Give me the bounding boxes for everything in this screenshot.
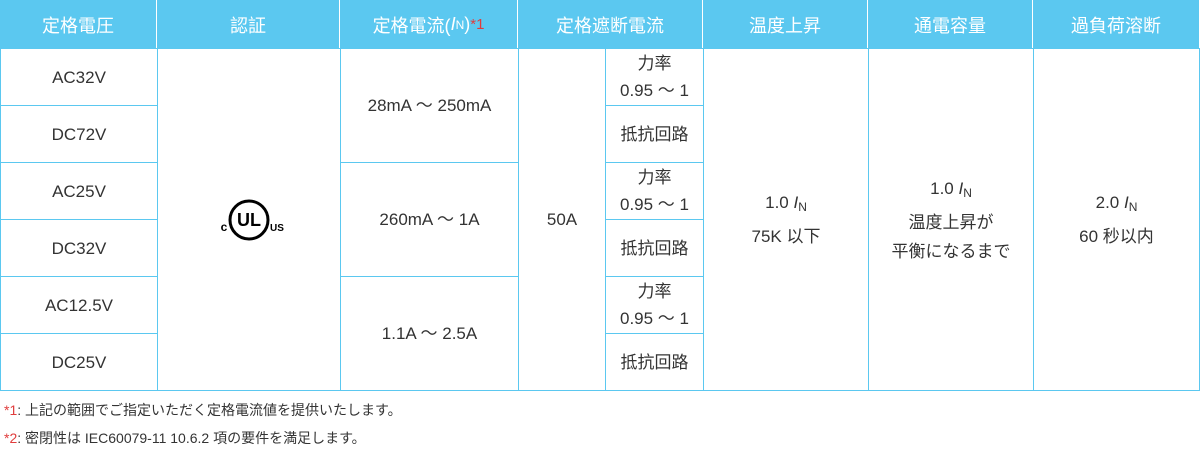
note-mark: *1 [470, 16, 485, 33]
cell: DC32V [0, 219, 158, 277]
cell: AC12.5V [0, 276, 158, 334]
cell: DC72V [0, 105, 158, 163]
cell-line: 0.95 ～ 1 [620, 81, 689, 100]
subscript: N [1128, 200, 1138, 214]
cell-line: 60 秒以内 [1079, 227, 1154, 246]
header-cell: 定格電圧 [0, 0, 157, 49]
cell-line: 0.95 ～ 1 [620, 195, 689, 214]
header-cell: 過負荷溶断 [1033, 0, 1200, 49]
cell-line: 力率 [637, 282, 672, 301]
cell: 2.0 IN 60 秒以内 [1033, 48, 1200, 391]
cell: 抵抗回路 [605, 333, 704, 391]
cell-line: 抵抗回路 [620, 352, 689, 372]
ul-logo: UL c US [221, 199, 284, 240]
header-text: 定格電流( [372, 15, 451, 36]
cell-line: 温度上昇が [908, 212, 994, 232]
cell: 28mA ～ 250mA [340, 48, 519, 163]
cell-line: 抵抗回路 [620, 238, 689, 258]
subscript: N [963, 185, 972, 200]
cell: AC32V [0, 48, 158, 106]
symbol: I [958, 178, 964, 198]
value: 1.0 [930, 178, 954, 198]
cert-cell: UL c US [157, 48, 341, 391]
cell: 抵抗回路 [605, 105, 704, 163]
value: 2.0 [1095, 193, 1120, 212]
cell-line: 平衡になるまで [891, 241, 1011, 261]
cell-line: 1.0 IN [765, 188, 807, 222]
cell-line: 75K 以下 [751, 227, 821, 246]
cell: 1.1A ～ 2.5A [340, 276, 519, 391]
header-cell: 定格電流(I N) *1 [340, 0, 518, 49]
symbol: I [450, 14, 456, 34]
cell-line: 力率 [637, 54, 672, 73]
symbol: I [793, 193, 799, 212]
footnote-text: : 上記の範囲でご指定いただく定格電流値を提供いたします。 [17, 402, 402, 418]
header-cell: 温度上昇 [703, 0, 868, 49]
cell-line: 抵抗回路 [620, 124, 689, 144]
footnote-text: : 密閉性は IEC60079-11 10.6.2 項の要件を満足します。 [17, 430, 366, 446]
header-cell: 定格遮断電流 [518, 0, 703, 49]
cell-line: 力率 [637, 168, 672, 187]
cell: 260mA ～ 1A [340, 162, 519, 277]
cell: 1.0 IN 75K 以下 [703, 48, 869, 391]
cell: 力率 0.95 ～ 1 [605, 48, 704, 106]
header-text: ) [464, 14, 471, 34]
logo-text: US [270, 223, 284, 234]
logo-ring [228, 199, 270, 240]
header-cell: 認証 [157, 0, 340, 49]
cell: DC25V [0, 333, 158, 391]
cell: 50A [518, 48, 606, 391]
footnote: *2: 密閉性は IEC60079-11 10.6.2 項の要件を満足します。 [4, 428, 366, 448]
logo-text: UL [237, 210, 261, 230]
value: 1.0 [765, 193, 789, 212]
cell: 1.0 IN 温度上昇が平衡になるまで [868, 48, 1034, 391]
subscript: N [455, 17, 465, 32]
cell: AC25V [0, 162, 158, 220]
note-mark: *1 [4, 402, 18, 418]
subscript: N [798, 200, 807, 214]
footnote: *1: 上記の範囲でご指定いただく定格電流値を提供いたします。 [4, 400, 402, 420]
note-mark: *2 [4, 430, 18, 446]
cell-line: 0.95 ～ 1 [620, 309, 689, 328]
cell: 力率 0.95 ～ 1 [605, 276, 704, 334]
symbol: I [1123, 193, 1129, 212]
cell: 抵抗回路 [605, 219, 704, 277]
cell: 力率 0.95 ～ 1 [605, 162, 704, 220]
logo-text: c [221, 220, 228, 234]
cell-line: 2.0 IN [1096, 188, 1138, 222]
cell-line: 1.0 IN [930, 174, 972, 208]
header-cell: 通電容量 [868, 0, 1033, 49]
